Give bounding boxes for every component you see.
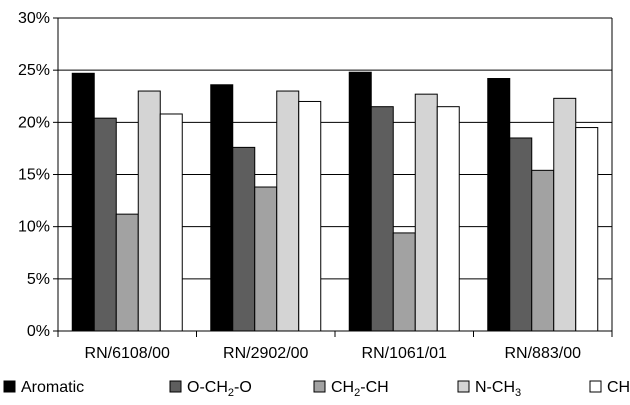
legend-swatch: [3, 380, 16, 393]
bar: [93, 117, 117, 332]
y-tick-label: 30%: [18, 10, 50, 27]
legend-label-main: O-CH: [187, 379, 228, 396]
legend-label: O-CH2-O: [187, 379, 252, 399]
legend-swatch: [589, 380, 602, 393]
y-tick-label: 25%: [18, 62, 50, 79]
bar: [210, 84, 234, 332]
legend-label-main: N-CH: [475, 379, 515, 396]
bar: [531, 169, 555, 332]
legend-label-subscript: 2: [228, 387, 234, 399]
legend-label-tail: -O: [234, 379, 252, 396]
bar: [436, 106, 460, 332]
bars: RN/6108/00 RN/2902/00 RN/1061/01 RN/883/00: [71, 71, 599, 362]
legend-label: N-CH3: [475, 379, 521, 399]
bar: [159, 113, 183, 332]
bar: [137, 90, 161, 332]
legend-label-tail: -CH: [360, 379, 388, 396]
bar: [553, 97, 577, 332]
bar: [414, 93, 438, 332]
legend-swatch: [313, 380, 326, 393]
x-category-label: RN/2902/00: [223, 345, 308, 362]
bar: [298, 100, 322, 332]
y-tick-label: 20%: [18, 114, 50, 131]
bar: [370, 106, 394, 332]
legend-label-main: CH: [331, 379, 354, 396]
bar: [276, 90, 300, 332]
y-tick-label: 15%: [18, 167, 50, 184]
axes: [57, 18, 613, 337]
legend-swatch: [457, 380, 470, 393]
bar: [487, 78, 511, 332]
legend-label-main: CH: [607, 379, 630, 396]
legend-label-main: Aromatic: [21, 379, 84, 396]
y-tick-label: 0%: [27, 323, 50, 340]
legend-label: CH3: [607, 379, 630, 399]
legend-label-subscript: 2: [354, 387, 360, 399]
legend-swatch: [169, 380, 182, 393]
bar: [232, 146, 256, 332]
legend-label: CH2-CH: [331, 379, 389, 399]
bar: [71, 72, 95, 332]
legend-label: Aromatic: [21, 379, 84, 396]
bar: [509, 137, 533, 332]
x-category-label: RN/1061/01: [362, 345, 447, 362]
bar: [115, 213, 139, 332]
legend-label-subscript: 3: [515, 387, 521, 399]
bar: [254, 186, 278, 332]
bar: [392, 232, 416, 332]
x-category-label: RN/883/00: [505, 345, 582, 362]
x-category-label: RN/6108/00: [85, 345, 170, 362]
y-tick-label: 10%: [18, 219, 50, 236]
y-tick-label: 5%: [27, 271, 50, 288]
bar: [348, 71, 372, 332]
bar: [575, 127, 599, 332]
